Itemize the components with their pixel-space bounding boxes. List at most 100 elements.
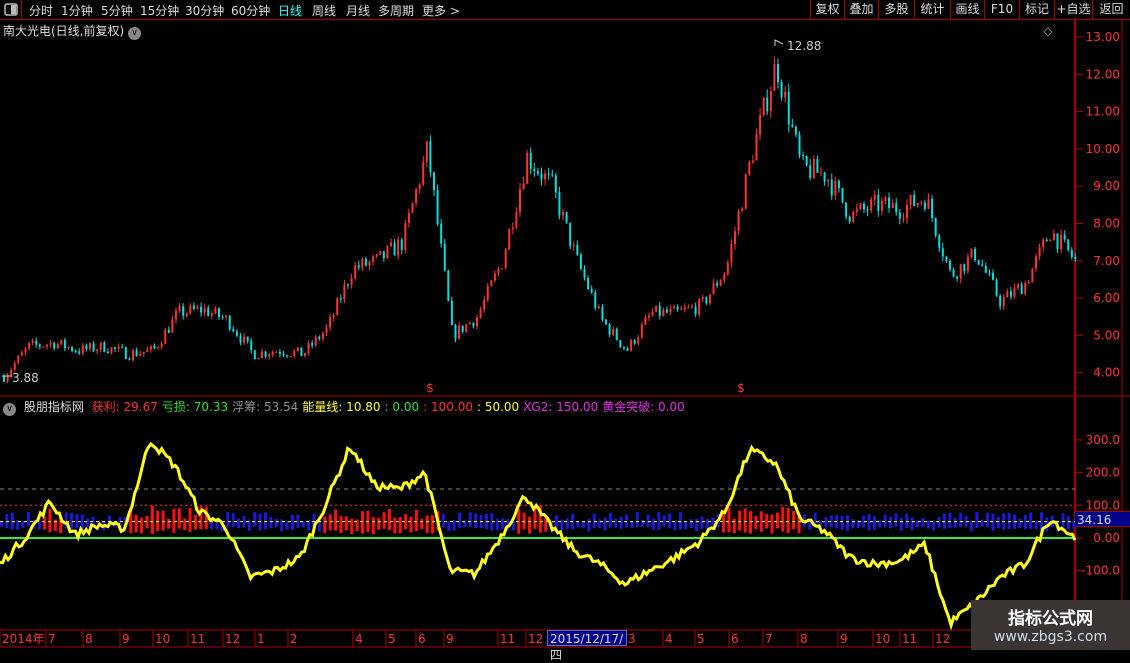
time-label: 9 (840, 632, 848, 646)
cursor-date: 2015/12/17/四 (547, 630, 627, 662)
energy-band-bar (959, 513, 963, 527)
toolbar-button-0[interactable]: 复权 (810, 0, 844, 20)
energy-band-bar (894, 513, 898, 527)
candle-body (1013, 287, 1016, 297)
period-tab-3[interactable]: 15分钟 (140, 4, 180, 18)
toolbar-button-8[interactable]: 返回 (1092, 0, 1130, 20)
candle-body (433, 172, 435, 190)
candle-body (812, 159, 815, 178)
energy-band-bar (382, 512, 386, 529)
candle-body (626, 348, 629, 351)
candle-body (296, 347, 299, 352)
candle-body (1074, 257, 1077, 260)
energy-band-bar (64, 512, 68, 529)
energy-band-bar (937, 517, 941, 528)
energy-band-bar (743, 508, 747, 533)
candle-body (103, 342, 106, 352)
energy-band-bar (269, 516, 273, 529)
energy-band-bar (996, 516, 1000, 529)
energy-band-bar (592, 513, 596, 528)
candle-body (526, 153, 529, 184)
candle-body (906, 204, 908, 219)
period-tab-1[interactable]: 1分钟 (61, 4, 93, 18)
toolbar-button-2[interactable]: 多股 (878, 0, 914, 20)
energy-band-bar (441, 513, 445, 528)
period-tab-8[interactable]: 月线 (346, 4, 371, 18)
candle-body (687, 306, 690, 308)
energy-band-bar (1045, 517, 1049, 532)
time-label: 8 (85, 632, 93, 646)
energy-band-bar (199, 506, 203, 530)
candle-body (633, 339, 636, 344)
toolbar-button-1[interactable]: 叠加 (844, 0, 878, 20)
candle-body (486, 286, 489, 300)
candle-body (114, 347, 117, 349)
candle-body (583, 268, 586, 278)
chevron-down-icon[interactable]: ∨ (128, 27, 142, 40)
energy-band-bar (792, 511, 796, 530)
stock-title: 南大光电(日线,前复权) (3, 24, 125, 38)
energy-band-bar (969, 520, 973, 532)
period-tab-10[interactable]: 更多 > (422, 4, 460, 18)
candle-body (289, 356, 292, 358)
candle-body (318, 336, 321, 339)
candle-body (239, 335, 242, 343)
candle-body (816, 159, 819, 173)
period-tab-7[interactable]: 周线 (312, 4, 337, 18)
candle-body (748, 161, 751, 175)
candle-body (210, 313, 213, 316)
candle-body (24, 348, 27, 353)
candle-body (110, 347, 113, 354)
candle-body (565, 211, 568, 223)
legend-item-1: 亏损: 70.33 (161, 400, 229, 414)
candle-body (329, 317, 332, 328)
candle-body (891, 203, 894, 209)
period-tab-5[interactable]: 60分钟 (231, 4, 271, 18)
candle-body (167, 329, 170, 333)
energy-band-bar (824, 517, 828, 528)
period-tab-6[interactable]: 日线 (278, 4, 303, 18)
price-tick-label: 7.00 (1093, 254, 1120, 268)
period-tab-9[interactable]: 多周期 (378, 4, 415, 18)
energy-band-bar (867, 513, 871, 531)
candle-body (207, 307, 210, 316)
candle-body (243, 336, 246, 343)
period-tab-2[interactable]: 5分钟 (101, 4, 133, 18)
energy-band-bar (905, 513, 909, 529)
candle-body (1049, 239, 1052, 242)
candle-body (286, 355, 289, 357)
period-tab-0[interactable]: 分时 (29, 4, 54, 18)
candle-body (10, 369, 13, 376)
layout-toggle-button[interactable] (0, 0, 22, 20)
energy-band-bar (48, 508, 52, 533)
toolbar-button-6[interactable]: 标记 (1019, 0, 1054, 20)
candle-body (673, 306, 676, 309)
candle-body (927, 198, 930, 209)
period-tab-4[interactable]: 30分钟 (185, 4, 225, 18)
toolbar-button-4[interactable]: 画线 (950, 0, 984, 20)
energy-band-bar (797, 514, 801, 534)
energy-band-bar (334, 509, 338, 531)
toolbar-button-7[interactable]: +自选 (1054, 0, 1092, 20)
candle-body (490, 280, 493, 287)
candle-body (572, 244, 575, 247)
energy-band-bar (614, 518, 618, 528)
energy-band-bar (587, 518, 591, 532)
candle-body (311, 343, 314, 346)
price-tick-label: 10.00 (1086, 142, 1120, 156)
candle-body (651, 311, 654, 316)
candle-body (612, 328, 615, 335)
energy-band-bar (490, 513, 494, 531)
candle-body (759, 115, 762, 135)
toolbar-button-5[interactable]: F10 (984, 0, 1019, 20)
toolbar-button-3[interactable]: 统计 (914, 0, 950, 20)
energy-band-bar (215, 520, 219, 530)
energy-band-bar (177, 508, 181, 529)
chevron-down-icon[interactable]: ∨ (3, 403, 16, 416)
candle-body (1045, 239, 1048, 242)
time-label: 2 (290, 632, 298, 646)
energy-band-bar (463, 520, 467, 528)
energy-band-bar (695, 518, 699, 532)
energy-band-bar (129, 508, 133, 533)
